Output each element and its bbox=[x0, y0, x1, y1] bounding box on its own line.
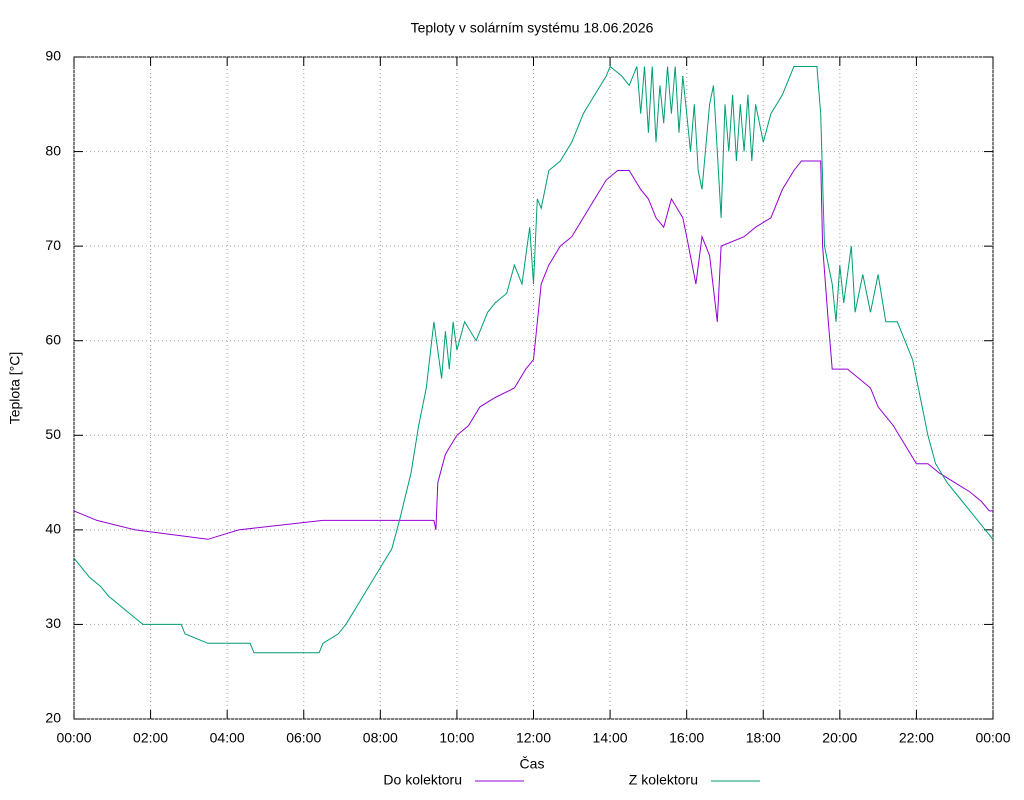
x-tick-label: 02:00 bbox=[133, 730, 168, 746]
x-tick-label: 12:00 bbox=[516, 730, 551, 746]
y-tick-label: 40 bbox=[45, 521, 61, 537]
x-tick-label: 06:00 bbox=[286, 730, 321, 746]
x-tick-label: 00:00 bbox=[975, 730, 1010, 746]
x-tick-label: 22:00 bbox=[899, 730, 934, 746]
x-tick-label: 20:00 bbox=[822, 730, 857, 746]
legend-label: Z kolektoru bbox=[629, 772, 698, 788]
x-tick-label: 10:00 bbox=[439, 730, 474, 746]
chart-title: Teploty v solárním systému 18.06.2026 bbox=[411, 20, 654, 36]
x-axis-label: Čas bbox=[520, 756, 545, 772]
plot-frame bbox=[73, 56, 994, 720]
y-tick-label: 20 bbox=[45, 710, 61, 726]
x-tick-label: 00:00 bbox=[56, 730, 91, 746]
y-tick-label: 30 bbox=[45, 615, 61, 631]
series-line bbox=[73, 160, 993, 540]
y-axis-label: Teplota [°C] bbox=[7, 352, 23, 425]
x-tick-label: 18:00 bbox=[746, 730, 781, 746]
series-line bbox=[73, 65, 994, 654]
x-tick-label: 14:00 bbox=[593, 730, 628, 746]
y-tick-label: 50 bbox=[45, 426, 61, 442]
x-tick-label: 04:00 bbox=[210, 730, 245, 746]
x-tick-label: 08:00 bbox=[363, 730, 398, 746]
y-tick-label: 70 bbox=[45, 237, 61, 253]
y-tick-label: 90 bbox=[45, 48, 61, 64]
x-tick-label: 16:00 bbox=[669, 730, 704, 746]
y-tick-label: 60 bbox=[45, 331, 61, 347]
y-tick-label: 80 bbox=[45, 142, 61, 158]
legend-label: Do kolektoru bbox=[383, 772, 462, 788]
